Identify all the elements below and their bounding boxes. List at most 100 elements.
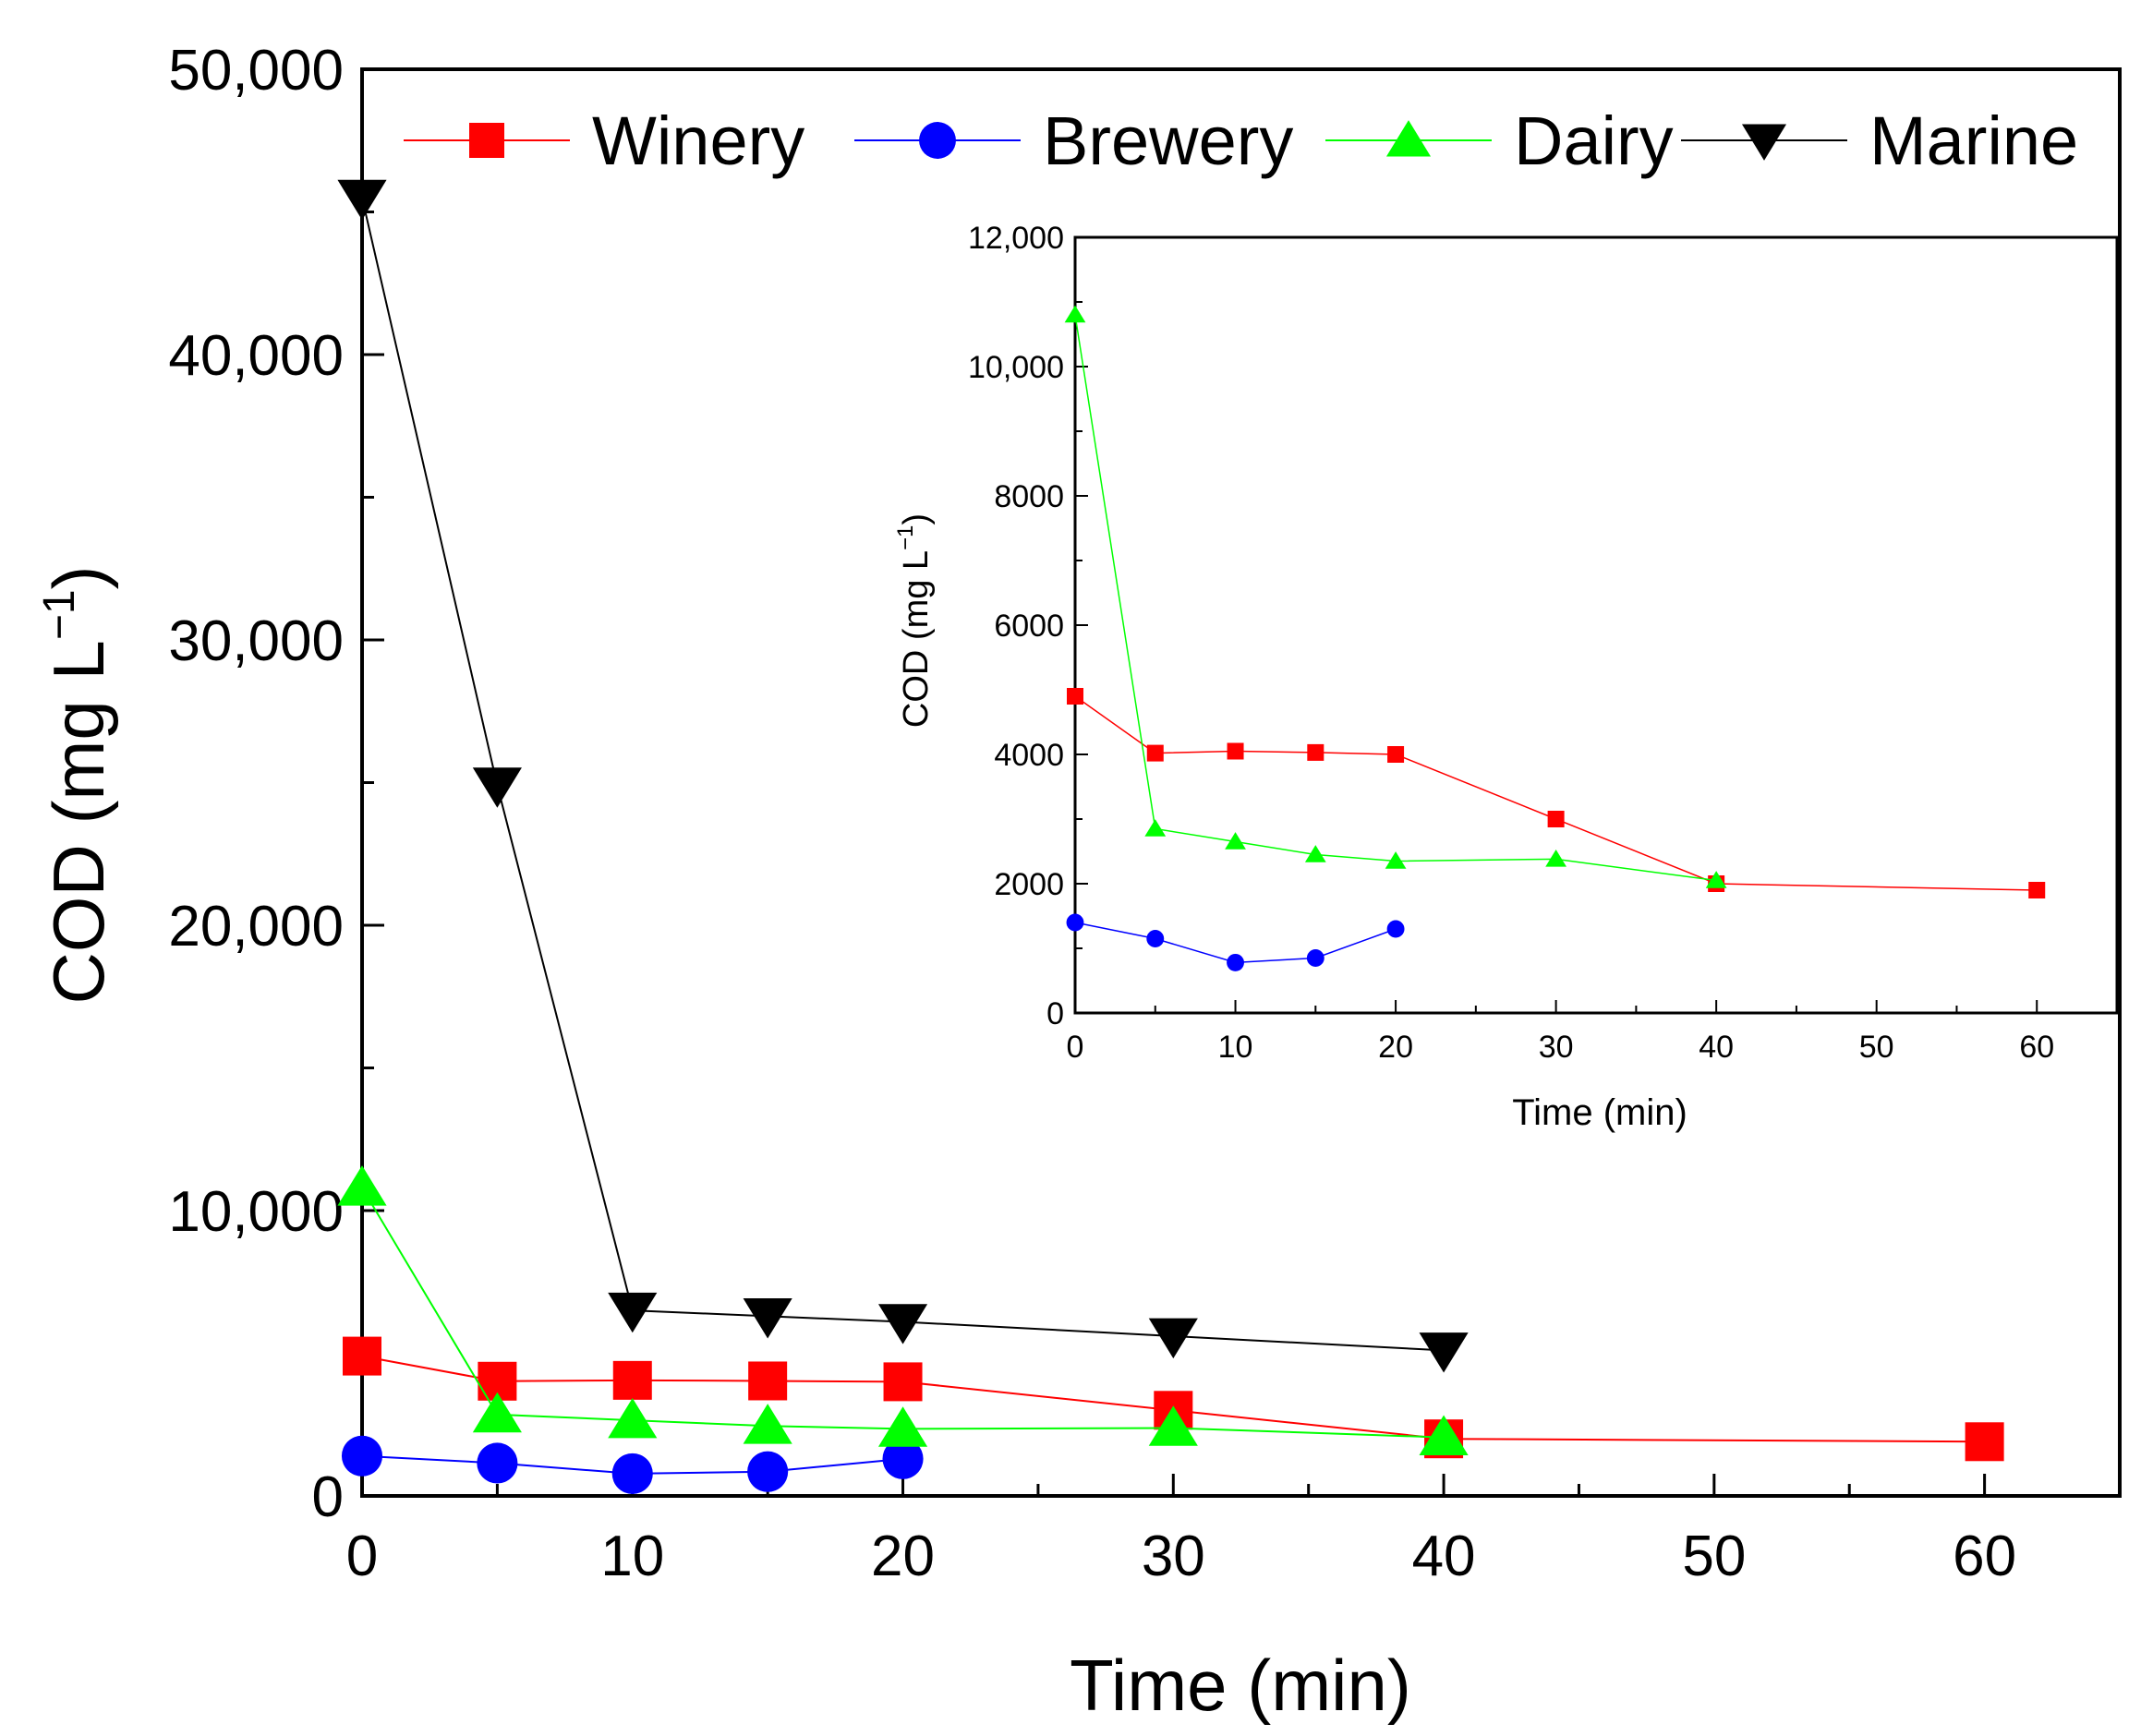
main-x-tick-label: 10	[600, 1525, 664, 1588]
main-x-tick-label: 60	[1953, 1525, 2016, 1588]
inset-series-line-winery	[1074, 695, 2038, 891]
inset-data-point-winery	[1387, 746, 1405, 763]
main-data-point-winery	[612, 1360, 652, 1400]
inset-chart: 0 10 20 30 40 50 60 0 2000 4000 6000 8000 10,000 12,0…	[893, 221, 2119, 1133]
inset-y-axis-title: COD (mg L−1)	[893, 513, 936, 728]
main-y-tick-label: 10,000	[168, 1180, 344, 1244]
inset-data-point-winery	[1146, 744, 1164, 762]
main-series-marine	[337, 179, 1469, 1373]
main-y-tick-label: 50,000	[168, 39, 344, 102]
inset-y-tick-label: 4000	[994, 738, 1064, 773]
main-x-tick-label: 50	[1682, 1525, 1746, 1588]
inset-data-point-dairy	[1225, 832, 1246, 850]
main-data-point-dairy	[877, 1406, 928, 1447]
main-data-point-marine	[608, 1292, 658, 1333]
inset-y-tick-label: 10,000	[968, 350, 1064, 385]
inset-x-tick-label: 0	[1067, 1030, 1084, 1065]
inset-series-brewery	[1066, 913, 1405, 971]
main-data-point-winery	[1965, 1422, 2004, 1462]
main-data-point-brewery	[611, 1453, 653, 1494]
legend-item-winery: Winery	[404, 102, 804, 179]
inset-x-tick-label: 30	[1539, 1030, 1574, 1065]
main-x-tick-label: 0	[346, 1525, 378, 1588]
main-x-axis-title: Time (min)	[1070, 1645, 1411, 1726]
main-data-point-dairy	[743, 1404, 792, 1444]
legend-marker-brewery	[919, 122, 956, 159]
legend-marker-dairy	[1385, 120, 1432, 157]
inset-data-point-brewery	[1227, 953, 1244, 971]
inset-data-point-dairy	[1064, 305, 1086, 323]
inset-y-axis-title-exponent: −1	[893, 525, 918, 550]
main-data-point-brewery	[477, 1442, 518, 1484]
main-y-tick-label: 40,000	[168, 324, 344, 388]
main-data-point-brewery	[341, 1435, 383, 1477]
main-data-point-marine	[337, 179, 387, 221]
inset-data-point-brewery	[1146, 930, 1165, 947]
legend-label-dairy: Dairy	[1514, 102, 1674, 179]
inset-data-point-dairy	[1545, 850, 1567, 867]
main-data-point-marine	[877, 1304, 928, 1344]
main-data-point-winery	[343, 1336, 381, 1376]
inset-x-tick-label: 50	[1859, 1030, 1894, 1065]
main-data-point-brewery	[747, 1451, 789, 1492]
legend-item-marine: Marine	[1681, 102, 2078, 179]
inset-axis-ticks: 0 10 20 30 40 50 60 0 2000 4000 6000 8000 10,000 12,0…	[968, 221, 2118, 1065]
main-data-point-dairy	[337, 1165, 387, 1206]
main-data-point-dairy	[472, 1392, 522, 1433]
inset-data-point-winery	[1227, 742, 1244, 760]
legend-label-marine: Marine	[1869, 102, 2078, 179]
main-y-tick-label: 30,000	[168, 609, 344, 673]
inset-background	[1071, 237, 2117, 1013]
inset-data-point-brewery	[1386, 920, 1405, 938]
main-series-dairy	[337, 1165, 1469, 1455]
main-data-point-dairy	[1419, 1415, 1469, 1455]
main-series-brewery	[341, 1435, 924, 1494]
main-series-line-winery	[361, 1355, 1985, 1443]
legend-marker-winery	[469, 123, 504, 158]
inset-y-tick-label: 6000	[994, 609, 1064, 644]
main-chart: 0 10 20 30 40 50 60 0 10,000 20,000 30,000 40,000 50…	[35, 39, 2122, 1726]
legend-label-brewery: Brewery	[1043, 102, 1293, 179]
main-x-tick-label: 40	[1412, 1525, 1476, 1588]
inset-data-point-winery	[1307, 743, 1324, 761]
main-y-axis-title: COD (mg L−1)	[35, 565, 119, 1004]
main-data-point-marine	[1148, 1318, 1198, 1359]
inset-data-point-brewery	[1066, 913, 1084, 932]
inset-x-tick-label: 40	[1699, 1030, 1734, 1065]
main-series-layer	[337, 179, 2004, 1494]
inset-y-tick-label: 2000	[994, 867, 1064, 902]
inset-y-tick-label: 8000	[994, 479, 1064, 514]
inset-data-point-winery	[1067, 688, 1083, 705]
inset-data-point-winery	[2028, 882, 2046, 898]
inset-y-tick-label: 12,000	[968, 221, 1064, 256]
legend-marker-marine	[1741, 124, 1787, 161]
legend: Winery Brewery Dairy Marine	[404, 102, 2078, 179]
inset-x-tick-label: 20	[1378, 1030, 1413, 1065]
main-x-tick-label: 20	[871, 1525, 935, 1588]
legend-item-brewery: Brewery	[854, 102, 1293, 179]
inset-data-point-dairy	[1304, 845, 1326, 862]
legend-item-dairy: Dairy	[1325, 102, 1674, 179]
inset-data-point-dairy	[1385, 851, 1407, 869]
inset-series-dairy	[1064, 305, 1727, 888]
main-y-axis-title-exponent: −1	[35, 589, 84, 640]
main-axis-ticks: 0 10 20 30 40 50 60 0 10,000 20,000 30,000 40,000 50…	[168, 39, 2122, 1588]
inset-data-point-winery	[1547, 811, 1565, 827]
inset-series-winery	[1067, 688, 2046, 898]
main-data-point-winery	[883, 1362, 923, 1402]
legend-label-winery: Winery	[592, 102, 804, 179]
inset-x-tick-label: 60	[2019, 1030, 2054, 1065]
inset-data-point-brewery	[1306, 949, 1324, 967]
main-y-tick-label: 20,000	[168, 895, 344, 958]
main-data-point-dairy	[1148, 1405, 1198, 1446]
inset-x-axis-title: Time (min)	[1512, 1092, 1687, 1133]
main-data-point-marine	[472, 767, 522, 808]
inset-x-tick-label: 10	[1218, 1030, 1253, 1065]
inset-y-tick-label: 0	[1046, 996, 1064, 1031]
inset-series-layer	[1064, 305, 2046, 971]
main-data-point-dairy	[608, 1397, 658, 1439]
main-x-tick-label: 30	[1142, 1525, 1205, 1588]
main-data-point-winery	[748, 1361, 788, 1401]
main-y-tick-label: 0	[312, 1465, 344, 1529]
